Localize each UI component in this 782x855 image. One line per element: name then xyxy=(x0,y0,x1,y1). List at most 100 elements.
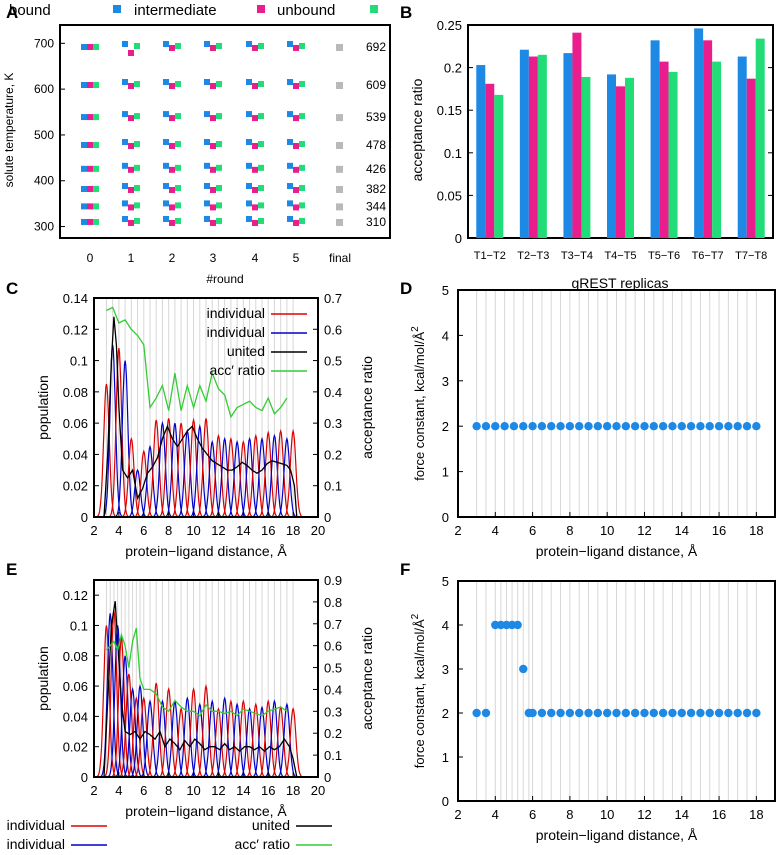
panel-e-individual-line xyxy=(188,702,211,778)
panel-c-individual-line xyxy=(281,428,305,518)
marker-intermediate xyxy=(87,218,93,225)
marker-intermediate xyxy=(87,142,93,149)
bar-bound xyxy=(519,49,529,238)
panel-c-legend-label: individual xyxy=(207,305,265,321)
panel-d-ytick-label: 3 xyxy=(442,374,449,389)
bar-bound xyxy=(737,56,747,238)
panel-c-individual-line xyxy=(163,422,187,518)
panel-c-legend-label: individual xyxy=(207,324,265,340)
bar-unbound xyxy=(668,71,678,238)
panel-c-xtick-label: 2 xyxy=(90,523,97,538)
bar-unbound xyxy=(581,76,591,238)
marker-intermediate xyxy=(87,165,93,172)
panel-d-ylabel: force constant, kcal/mol/Å2 xyxy=(410,326,427,481)
marker-intermediate xyxy=(87,82,93,89)
panel-d-ytick-label: 5 xyxy=(442,283,449,298)
panel-e-individual-line xyxy=(201,699,224,778)
panel-d-point xyxy=(537,422,547,431)
marker-bound xyxy=(246,111,252,118)
legend-unbound-swatch xyxy=(370,5,378,13)
panel-c-individual-line xyxy=(132,449,155,518)
panel-d-xtick-label: 8 xyxy=(566,523,573,538)
panel-b-xtick-label: T6−T7 xyxy=(692,250,724,262)
panel-c-individual-line xyxy=(275,436,299,518)
panel-e-legend-label: individual xyxy=(7,817,65,833)
panel-e-y2tick-label: 0.7 xyxy=(324,617,342,632)
panel-e-y2tick-label: 0 xyxy=(324,770,331,785)
panel-f-point xyxy=(481,708,491,718)
marker-unbound xyxy=(216,81,222,88)
marker-intermediate xyxy=(293,219,299,226)
marker-bound xyxy=(204,215,210,222)
panel-f-point xyxy=(742,708,752,718)
marker-final xyxy=(336,142,343,150)
panel-d-point xyxy=(742,422,752,431)
panel-f-point xyxy=(556,708,565,718)
panel-f-ytick-label: 5 xyxy=(442,574,449,589)
panel-e-individual-line xyxy=(281,706,305,778)
panel-f-ytick-label: 4 xyxy=(442,618,449,633)
legend-bound-label: bound xyxy=(9,2,51,19)
panel-c-individual-line xyxy=(95,383,118,518)
marker-unbound xyxy=(258,113,264,120)
marker-bound xyxy=(81,185,87,192)
panel-c-legend-label: acc′ ratio xyxy=(209,362,265,378)
marker-intermediate xyxy=(252,83,258,90)
panel-e-individual-line xyxy=(182,686,205,778)
marker-intermediate xyxy=(252,186,258,193)
marker-intermediate xyxy=(169,143,175,150)
panel-a-xlabel: #round xyxy=(206,272,243,286)
marker-unbound xyxy=(299,217,305,224)
marker-unbound xyxy=(93,218,99,225)
panel-c-individual-line xyxy=(169,422,193,518)
panel-d-point xyxy=(630,422,640,431)
marker-bound xyxy=(246,215,252,222)
panel-c-ytick-label: 0.04 xyxy=(63,447,88,462)
panel-c-individual-line xyxy=(126,468,149,518)
panel-c-xtick-label: 12 xyxy=(211,523,225,538)
panel-a-xtick-label: 2 xyxy=(169,251,176,265)
marker-unbound xyxy=(134,217,140,224)
panel-d-point xyxy=(593,422,603,431)
panel-c-individual-line xyxy=(213,436,236,518)
panel-e-individual-line xyxy=(232,699,255,778)
marker-bound xyxy=(287,162,293,169)
marker-unbound xyxy=(175,113,181,120)
final-temperature-label: 426 xyxy=(366,162,386,176)
panel-f-axes xyxy=(457,580,776,802)
panel-f-point xyxy=(752,708,761,718)
marker-intermediate xyxy=(128,186,134,193)
panel-b-xtick-label: T5−T6 xyxy=(648,250,680,262)
panel-f-point xyxy=(547,708,556,718)
marker-bound xyxy=(122,200,128,207)
panel-f-point xyxy=(705,708,714,718)
panel-e-individual-line xyxy=(138,699,162,778)
marker-bound xyxy=(122,182,128,189)
panel-f-point xyxy=(677,708,686,718)
marker-intermediate xyxy=(252,44,258,51)
bar-intermediate xyxy=(616,86,625,239)
marker-intermediate xyxy=(128,49,134,56)
bar-bound xyxy=(563,53,573,239)
panel-d-point xyxy=(714,422,724,431)
marker-bound xyxy=(287,215,293,222)
panel-d-xtick-label: 18 xyxy=(749,523,763,538)
marker-intermediate xyxy=(210,143,216,150)
panel-d-point xyxy=(733,422,742,431)
panel-e-y2tick-label: 0.1 xyxy=(324,748,342,763)
marker-unbound xyxy=(216,141,222,148)
legend-intermediate-label: intermediate xyxy=(134,2,217,19)
panel-d-xlabel: protein−ligand distance, Å xyxy=(536,543,698,559)
panel-f-point xyxy=(519,664,528,674)
panel-c-y2label: acceptance ratio xyxy=(359,356,375,459)
marker-intermediate xyxy=(293,143,299,150)
panel-f-xlabel: protein−ligand distance, Å xyxy=(536,827,698,843)
panel-e-ytick-label: 0.1 xyxy=(70,618,88,633)
panel-d-point xyxy=(668,422,677,431)
marker-intermediate xyxy=(169,166,175,173)
marker-bound xyxy=(204,139,210,146)
panel-f-point xyxy=(528,708,537,718)
bar-intermediate xyxy=(485,83,495,239)
marker-intermediate xyxy=(210,115,216,122)
panel-e-individual-line xyxy=(128,683,152,778)
